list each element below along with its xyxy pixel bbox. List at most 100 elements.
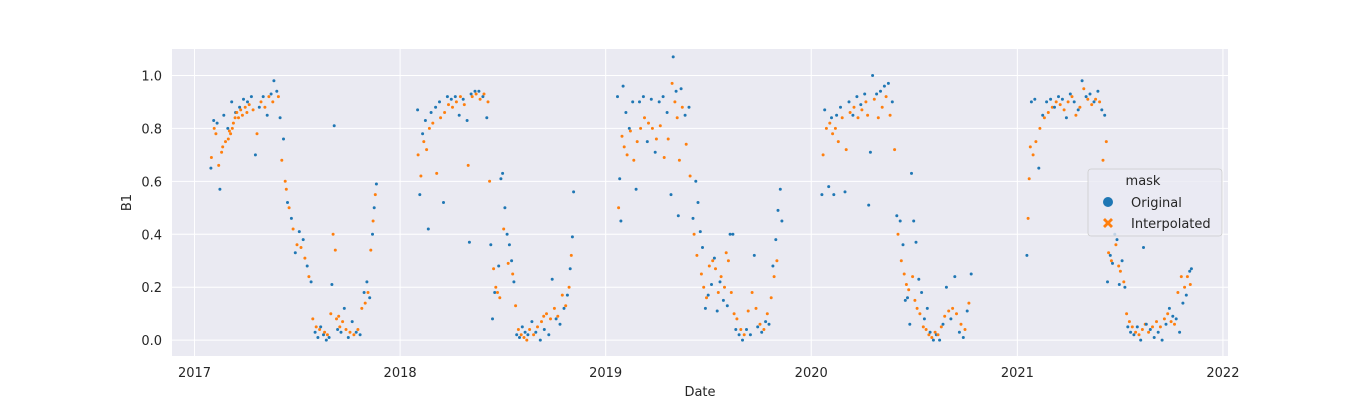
original-point: [322, 333, 325, 337]
original-point: [1068, 92, 1072, 96]
original-point: [512, 280, 516, 284]
interpolated-point: [939, 325, 943, 329]
legend-box: [1087, 168, 1223, 237]
original-point: [627, 126, 631, 130]
interpolated-point: [963, 328, 967, 331]
interpolated-point: [1086, 97, 1090, 101]
interpolated-point: [750, 291, 754, 294]
interpolated-point: [726, 259, 730, 263]
interpolated-point: [707, 264, 711, 268]
interpolated-point: [458, 95, 462, 99]
original-point: [489, 243, 493, 247]
original-point: [835, 113, 839, 117]
original-point: [1060, 97, 1064, 101]
original-point: [741, 338, 744, 342]
original-point: [371, 232, 374, 236]
interpolated-point: [765, 312, 769, 316]
interpolated-point: [775, 259, 779, 263]
interpolated-point: [314, 325, 318, 329]
interpolated-point: [214, 132, 218, 136]
original-point: [342, 306, 346, 310]
original-point: [434, 105, 438, 109]
original-point: [1135, 325, 1139, 329]
original-point: [941, 322, 945, 326]
original-point: [851, 113, 855, 117]
interpolated-point: [1158, 325, 1162, 329]
original-point: [1096, 89, 1100, 93]
legend-label: Original: [1131, 196, 1182, 211]
interpolated-point: [719, 275, 723, 279]
original-point: [696, 201, 700, 204]
original-point: [416, 108, 420, 112]
original-point: [275, 89, 279, 93]
original-point: [820, 193, 824, 197]
original-point: [209, 166, 213, 170]
interpolated-point: [1031, 153, 1035, 157]
interpolated-point: [742, 333, 746, 337]
original-point: [301, 238, 305, 242]
x-marker-icon: [1103, 218, 1113, 228]
original-point: [898, 219, 902, 223]
circle-marker-icon: [1103, 197, 1113, 207]
original-point: [855, 95, 859, 99]
interpolated-point: [675, 116, 679, 120]
original-point: [638, 100, 641, 104]
original-point: [309, 280, 313, 284]
interpolated-point: [836, 140, 840, 144]
original-point: [269, 92, 273, 96]
interpolated-point: [625, 153, 629, 157]
original-point: [507, 243, 511, 247]
original-point: [242, 97, 245, 101]
original-point: [895, 214, 899, 218]
interpolated-point: [844, 148, 848, 152]
original-point: [510, 259, 514, 263]
original-point: [368, 296, 372, 300]
original-point: [518, 336, 521, 339]
interpolated-point: [833, 126, 837, 130]
original-point: [547, 333, 551, 337]
interpolated-point: [1094, 97, 1098, 101]
interpolated-point: [662, 156, 666, 159]
original-point: [249, 95, 253, 99]
interpolated-point: [454, 100, 458, 104]
original-point: [523, 330, 527, 334]
interpolated-point: [233, 116, 237, 120]
interpolated-point: [1130, 325, 1134, 329]
x-axis-ticks: 2017 2018 2019 2020 2021 2022: [178, 366, 1239, 381]
original-point: [257, 105, 261, 109]
interpolated-point: [622, 145, 626, 149]
interpolated-point: [1070, 95, 1074, 99]
interpolated-point: [451, 105, 454, 109]
original-point: [1117, 283, 1121, 286]
original-point: [859, 103, 863, 107]
original-point: [616, 95, 619, 99]
original-point: [965, 309, 969, 313]
interpolated-point: [331, 232, 335, 236]
original-point: [631, 100, 635, 104]
original-point: [1029, 100, 1033, 104]
interpolated-point: [673, 100, 677, 104]
original-point: [374, 182, 378, 186]
interpolated-point: [1098, 100, 1102, 104]
interpolated-point: [933, 330, 937, 334]
interpolated-point: [1127, 320, 1131, 324]
interpolated-point: [852, 105, 856, 109]
original-point: [657, 100, 661, 104]
interpolated-point: [371, 219, 375, 223]
original-point: [286, 201, 289, 204]
interpolated-point: [227, 129, 231, 133]
original-point: [1103, 113, 1107, 117]
interpolated-point: [366, 291, 370, 294]
interpolated-point: [1054, 100, 1058, 104]
original-point: [330, 283, 334, 286]
original-point: [572, 190, 576, 194]
interpolated-point: [959, 322, 963, 326]
interpolated-point: [628, 129, 632, 133]
interpolated-point: [427, 126, 431, 130]
interpolated-point: [239, 108, 243, 112]
original-point: [868, 150, 872, 154]
original-point: [515, 333, 519, 337]
interpolated-point: [899, 259, 903, 263]
interpolated-point: [369, 248, 373, 252]
original-point: [282, 137, 285, 141]
